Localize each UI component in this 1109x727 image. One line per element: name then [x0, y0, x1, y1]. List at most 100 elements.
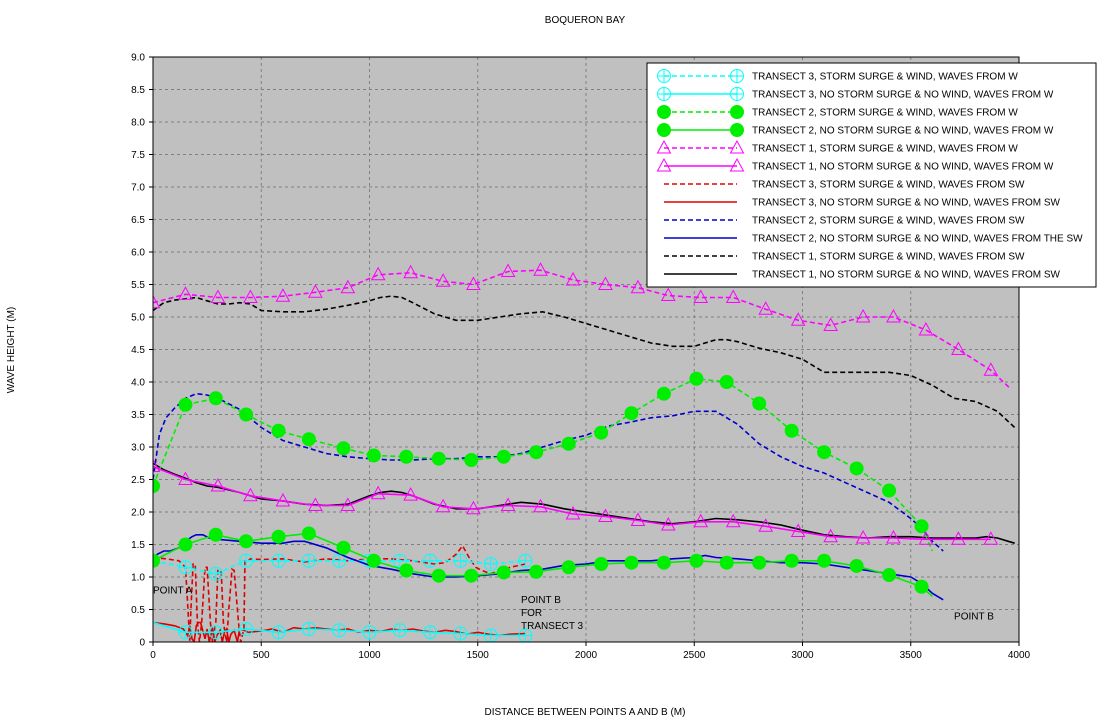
legend-label: TRANSECT 3, STORM SURGE & WIND, WAVES FR… [752, 180, 1025, 191]
data-point [594, 557, 609, 571]
data-point [239, 407, 254, 422]
data-point [817, 445, 832, 460]
series-7 [153, 544, 526, 642]
data-point [624, 406, 639, 421]
legend-marker [730, 87, 744, 101]
legend-entry: TRANSECT 2, NO STORM SURGE & NO WIND, WA… [664, 234, 1083, 245]
annotation-text: POINT B [954, 611, 994, 622]
data-point [660, 516, 676, 531]
legend-marker [730, 69, 744, 83]
legend-marker [730, 123, 744, 137]
legend-entry: TRANSECT 1, NO STORM SURGE & NO WIND, WA… [656, 157, 1054, 173]
y-tick-label: 6.5 [131, 215, 145, 226]
data-point [403, 264, 418, 279]
legend-entry: TRANSECT 2, NO STORM SURGE & NO WIND, WA… [657, 123, 1054, 137]
data-point [496, 449, 511, 464]
y-tick-label: 2.0 [131, 508, 145, 519]
legend-entry: TRANSECT 1, STORM SURGE & WIND, WAVES FR… [656, 139, 1018, 155]
data-point [340, 279, 356, 294]
data-point [366, 553, 381, 568]
y-tick-label: 6.0 [131, 248, 145, 259]
x-tick-label: 4000 [1008, 650, 1031, 661]
data-point [630, 512, 646, 526]
data-point [399, 449, 414, 464]
legend-entry: TRANSECT 3, STORM SURGE & WIND, WAVES FR… [664, 180, 1025, 191]
data-point [656, 386, 671, 401]
y-tick-label: 8.0 [131, 118, 145, 129]
y-tick-label: 5.0 [131, 313, 145, 324]
legend-label: TRANSECT 2, STORM SURGE & WIND, WAVES FR… [752, 216, 1025, 227]
data-point [719, 555, 734, 570]
legend-entry: TRANSECT 3, NO STORM SURGE & NO WIND, WA… [657, 87, 1054, 101]
data-point [983, 362, 999, 376]
data-point [500, 497, 516, 511]
x-tick-label: 0 [150, 650, 156, 661]
legend-label: TRANSECT 1, NO STORM SURGE & NO WIND, WA… [752, 162, 1054, 173]
data-point [518, 628, 533, 642]
data-point [275, 288, 291, 302]
data-point [208, 566, 223, 581]
data-point [466, 276, 481, 290]
data-point [308, 284, 323, 298]
data-point [423, 553, 438, 568]
y-tick-label: 2.5 [131, 475, 145, 486]
data-point [243, 487, 258, 502]
data-point [431, 568, 446, 583]
data-point [689, 553, 704, 568]
legend-entry: TRANSECT 3, NO STORM SURGE & NO WIND, WA… [664, 198, 1061, 209]
data-point [243, 289, 258, 303]
series-line [153, 269, 1011, 390]
legend-marker [729, 139, 745, 154]
x-tick-label: 500 [253, 650, 270, 661]
annotation-text: POINT B [521, 595, 561, 606]
legend-marker [657, 123, 671, 137]
axis-ticks: 0 500 1000 1500 2000 2500 3000 3500 4000 0 0.5 1.0 1… [131, 53, 1030, 662]
legend: TRANSECT 3, STORM SURGE & WIND, WAVES FR… [646, 62, 1097, 288]
annotation-text: TRANSECT 3 [521, 621, 583, 632]
data-point [271, 423, 286, 438]
data-point [178, 537, 193, 552]
series-line [153, 462, 1015, 544]
data-point [466, 500, 481, 515]
y-tick-label: 4.0 [131, 378, 145, 389]
data-point [271, 625, 286, 640]
data-point [693, 513, 709, 528]
data-point [370, 266, 386, 281]
data-point [239, 553, 254, 568]
data-point [153, 458, 161, 472]
data-point [565, 505, 581, 520]
data-point [453, 626, 468, 641]
data-point [208, 527, 223, 542]
legend-box [646, 62, 1097, 288]
x-axis-label: DISTANCE BETWEEN POINTS A AND B (M) [485, 707, 686, 718]
data-point [210, 477, 226, 492]
data-point [301, 432, 316, 447]
series-line [153, 295, 1016, 429]
data-point [529, 564, 544, 579]
data-point [719, 375, 734, 389]
data-point [370, 485, 386, 500]
data-point [598, 508, 613, 523]
data-point [951, 531, 966, 545]
y-tick-label: 7.5 [131, 150, 145, 161]
data-point [301, 526, 316, 541]
y-tick-label: 0.5 [131, 605, 145, 616]
data-point [855, 529, 871, 544]
data-point [153, 553, 160, 568]
x-tick-label: 3500 [900, 650, 923, 661]
series-11 [153, 295, 1016, 429]
legend-marker [730, 105, 744, 119]
data-point [153, 479, 160, 493]
data-point [483, 628, 498, 642]
series-5 [153, 262, 1011, 390]
data-point [178, 560, 193, 575]
data-point [758, 518, 774, 532]
data-point [178, 471, 193, 485]
series-6 [153, 458, 999, 545]
data-point [725, 513, 741, 528]
legend-label: TRANSECT 3, NO STORM SURGE & NO WIND, WA… [752, 198, 1061, 209]
y-tick-label: 8.5 [131, 85, 145, 96]
data-point [983, 531, 999, 545]
annotation-text: POINT A [153, 585, 193, 596]
